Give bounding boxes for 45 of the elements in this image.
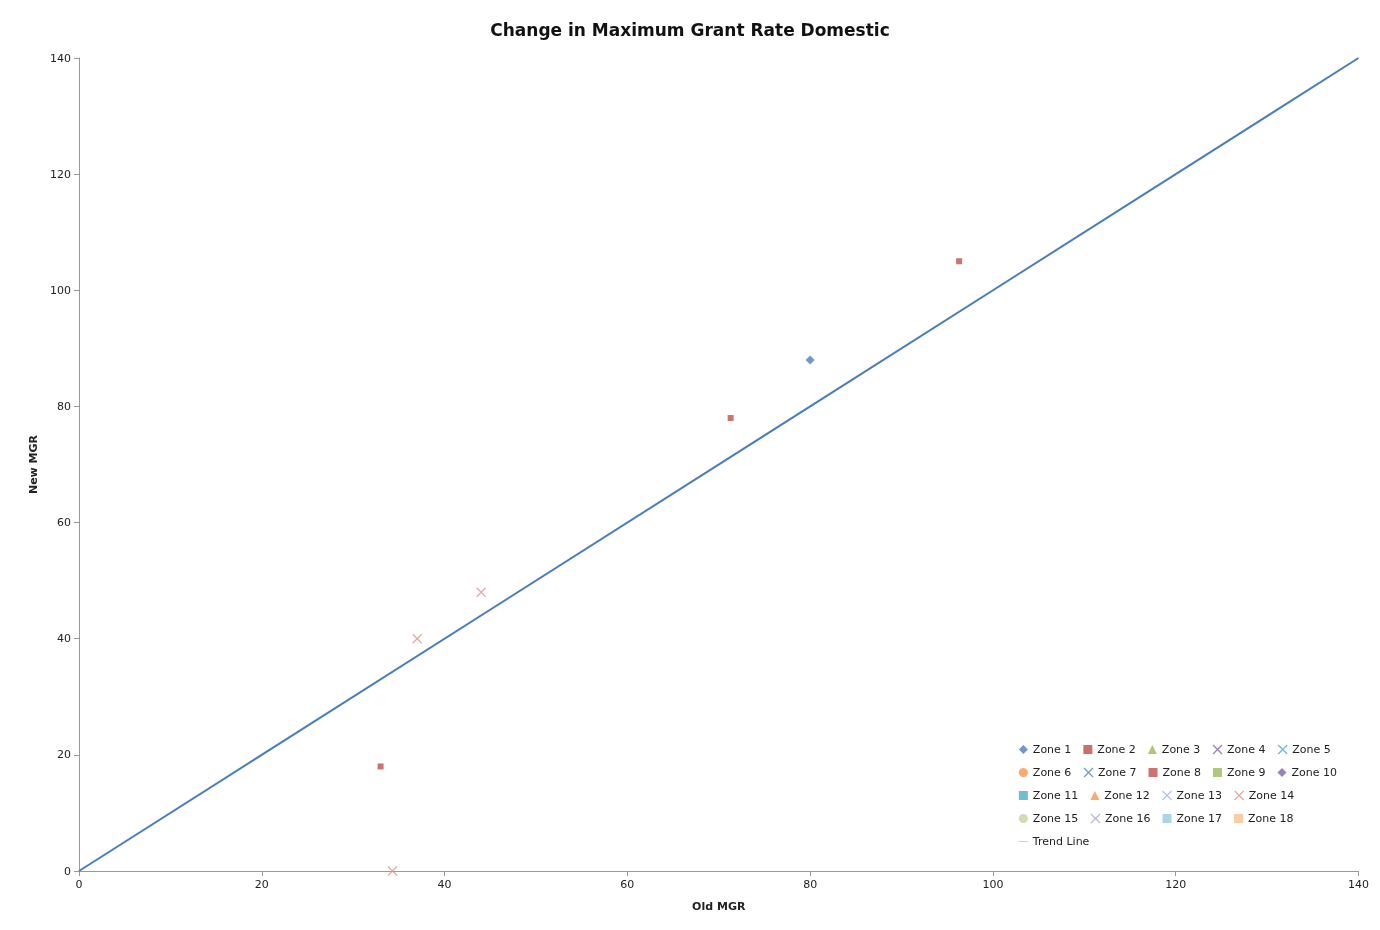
point (475, 587, 487, 598)
y-tick-label: 120 (50, 167, 71, 181)
legend-label: Zone 1 (1032, 743, 1072, 756)
legend-label: Zone 15 (1032, 812, 1079, 825)
chart-title: Change in Maximum Grant Rate Domestic (490, 19, 890, 40)
legend-label: Zone 14 (1248, 789, 1295, 802)
legend-label: Zone 5 (1292, 743, 1331, 756)
x-tick-label: 100 (982, 878, 1004, 891)
y-tick-label: 60 (57, 516, 71, 530)
x-axis-title: Old MGR (692, 900, 746, 913)
legend-label: Zone 7 (1098, 766, 1137, 779)
x-tick-label: 60 (620, 878, 635, 891)
y-tick-label: 40 (57, 632, 71, 646)
x-tick-label: 120 (1165, 878, 1187, 891)
y-tick-label: 80 (57, 399, 71, 413)
y-tick-label: 20 (57, 748, 71, 762)
y-axis-title: New MGR (27, 434, 40, 495)
x-tick-label: 20 (254, 878, 269, 891)
point (805, 355, 815, 365)
point (412, 633, 423, 644)
point (387, 865, 398, 877)
legend-label: Zone 11 (1032, 789, 1079, 802)
legend-label: Zone 6 (1032, 766, 1072, 779)
x-tick-label: 40 (437, 878, 452, 891)
x-tick-label: 80 (803, 878, 818, 891)
legend-label: Zone 18 (1248, 812, 1294, 825)
y-tick-label: 140 (50, 51, 71, 65)
point (727, 415, 734, 422)
legend-label: Zone 12 (1104, 789, 1150, 802)
legend-label: Zone 13 (1176, 789, 1222, 802)
legend-label: Zone 10 (1291, 766, 1337, 779)
point (956, 258, 963, 265)
legend-label: Zone 2 (1097, 743, 1136, 756)
point (377, 763, 384, 770)
y-tick-label: 100 (50, 283, 71, 297)
legend-label: Trend Line (1031, 835, 1090, 848)
legend-label: Zone 8 (1162, 766, 1201, 779)
legend-label: Zone 17 (1176, 812, 1222, 825)
y-tick-label: 0 (64, 864, 71, 878)
x-tick-label: 0 (75, 878, 83, 891)
legend-label: Zone 16 (1105, 812, 1151, 825)
legend-label: Zone 3 (1161, 743, 1201, 756)
legend-label: Zone 4 (1227, 743, 1266, 756)
legend-label: Zone 9 (1227, 766, 1266, 779)
x-tick-label: 140 (1348, 878, 1369, 891)
